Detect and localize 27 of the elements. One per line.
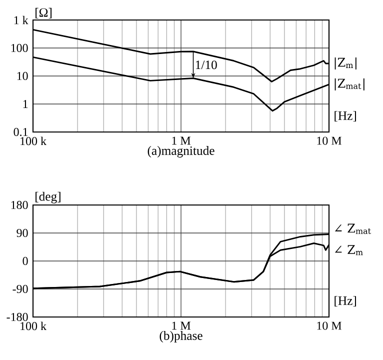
y-tick-label: 180 bbox=[11, 200, 28, 210]
y-tick-label: 0 bbox=[22, 256, 28, 266]
y-axis-title: [Ω] bbox=[36, 8, 52, 18]
y-tick-label: -90 bbox=[12, 284, 28, 294]
x-tick-label: 10 M bbox=[317, 136, 342, 145]
x-axis-title: [Hz] bbox=[334, 296, 356, 307]
x-tick-label: 10 M bbox=[317, 322, 342, 330]
series-label: ∠ Z$_{mat}$ bbox=[334, 224, 371, 234]
y-tick-label: 10 bbox=[17, 72, 28, 80]
y-tick-label: 1 bbox=[23, 100, 28, 108]
series-label: ∠ Z$_{m}$ bbox=[334, 245, 363, 256]
y-tick-label: 100 bbox=[11, 44, 28, 52]
text: (a)magnitude bbox=[148, 146, 214, 158]
series-label: |Z$_{m}$| bbox=[334, 57, 356, 70]
y-tick-label: -180 bbox=[6, 312, 28, 322]
annotation: 1/10 bbox=[196, 60, 217, 70]
x-tick-label: 1 M bbox=[172, 322, 191, 330]
x-tick-label: 100 k bbox=[20, 136, 47, 146]
x-axis-title: [Hz] bbox=[334, 111, 356, 122]
y-axis-title: [deg] bbox=[36, 192, 60, 204]
x-tick-label: 1 M bbox=[172, 136, 191, 145]
text: (b)phase bbox=[160, 331, 202, 343]
x-tick-label: 100 k bbox=[20, 322, 47, 330]
y-tick-label: 90 bbox=[16, 228, 28, 238]
series-label: |Z$_{mat}$| bbox=[334, 78, 364, 90]
y-tick-label: 0.1 bbox=[14, 128, 28, 136]
y-tick-label: 1 k bbox=[14, 16, 28, 24]
